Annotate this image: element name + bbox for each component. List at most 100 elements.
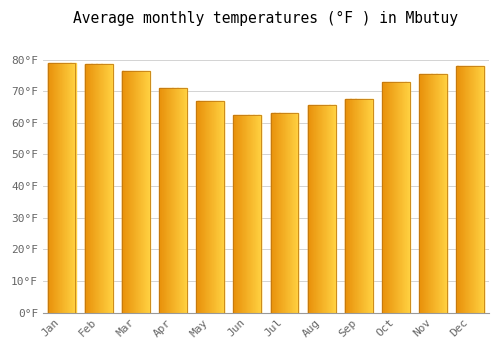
Bar xyxy=(130,71,131,313)
Bar xyxy=(476,66,477,313)
Bar xyxy=(183,88,184,313)
Bar xyxy=(475,66,476,313)
Bar xyxy=(176,88,177,313)
Bar xyxy=(138,71,140,313)
Bar xyxy=(334,105,335,313)
Bar xyxy=(445,74,446,313)
Bar xyxy=(215,101,216,313)
Bar xyxy=(317,105,318,313)
Bar xyxy=(313,105,314,313)
Bar xyxy=(163,88,164,313)
Bar xyxy=(147,71,148,313)
Bar xyxy=(406,82,407,313)
Bar xyxy=(110,64,111,313)
Bar xyxy=(408,82,409,313)
Bar xyxy=(331,105,332,313)
Bar xyxy=(177,88,178,313)
Bar xyxy=(253,115,254,313)
Bar xyxy=(470,66,471,313)
Bar xyxy=(457,66,458,313)
Bar xyxy=(62,63,64,313)
Bar xyxy=(388,82,389,313)
Bar xyxy=(200,101,202,313)
Bar xyxy=(426,74,427,313)
Bar xyxy=(71,63,72,313)
Bar xyxy=(234,115,262,313)
Bar xyxy=(288,113,289,313)
Bar xyxy=(174,88,176,313)
Bar xyxy=(396,82,397,313)
Bar xyxy=(460,66,461,313)
Bar xyxy=(354,99,355,313)
Bar xyxy=(70,63,71,313)
Bar xyxy=(198,101,199,313)
Bar xyxy=(128,71,129,313)
Bar xyxy=(64,63,65,313)
Bar xyxy=(311,105,312,313)
Bar xyxy=(184,88,185,313)
Bar xyxy=(166,88,167,313)
Bar xyxy=(370,99,371,313)
Bar xyxy=(422,74,423,313)
Bar xyxy=(456,66,457,313)
Bar xyxy=(202,101,203,313)
Bar xyxy=(164,88,166,313)
Bar xyxy=(148,71,150,313)
Bar xyxy=(291,113,292,313)
Bar xyxy=(134,71,135,313)
Bar xyxy=(242,115,243,313)
Bar xyxy=(469,66,470,313)
Bar xyxy=(218,101,219,313)
Bar xyxy=(357,99,358,313)
Bar xyxy=(244,115,245,313)
Bar xyxy=(397,82,398,313)
Bar xyxy=(209,101,210,313)
Bar xyxy=(133,71,134,313)
Bar xyxy=(372,99,373,313)
Bar xyxy=(402,82,404,313)
Bar xyxy=(345,99,373,313)
Bar xyxy=(478,66,480,313)
Bar xyxy=(382,82,383,313)
Bar xyxy=(479,66,480,313)
Bar xyxy=(423,74,424,313)
Bar xyxy=(272,113,273,313)
Bar xyxy=(284,113,285,313)
Bar xyxy=(140,71,141,313)
Bar xyxy=(405,82,406,313)
Bar xyxy=(199,101,200,313)
Bar xyxy=(87,64,88,313)
Bar xyxy=(273,113,274,313)
Bar xyxy=(321,105,322,313)
Bar xyxy=(388,82,390,313)
Bar xyxy=(75,63,76,313)
Bar xyxy=(85,64,86,313)
Bar xyxy=(385,82,386,313)
Bar xyxy=(181,88,182,313)
Bar xyxy=(480,66,481,313)
Bar xyxy=(241,115,242,313)
Bar xyxy=(100,64,101,313)
Bar xyxy=(89,64,90,313)
Bar xyxy=(482,66,483,313)
Bar xyxy=(237,115,238,313)
Bar xyxy=(399,82,400,313)
Bar xyxy=(95,64,96,313)
Bar xyxy=(92,64,93,313)
Bar xyxy=(443,74,444,313)
Bar xyxy=(105,64,106,313)
Bar xyxy=(85,64,112,313)
Bar xyxy=(69,63,70,313)
Bar xyxy=(290,113,291,313)
Bar xyxy=(250,115,252,313)
Bar xyxy=(483,66,484,313)
Bar xyxy=(320,105,321,313)
Bar xyxy=(270,113,271,313)
Bar xyxy=(222,101,223,313)
Bar xyxy=(48,63,49,313)
Bar xyxy=(400,82,401,313)
Bar xyxy=(111,64,112,313)
Bar xyxy=(48,63,50,313)
Bar xyxy=(330,105,331,313)
Bar xyxy=(91,64,92,313)
